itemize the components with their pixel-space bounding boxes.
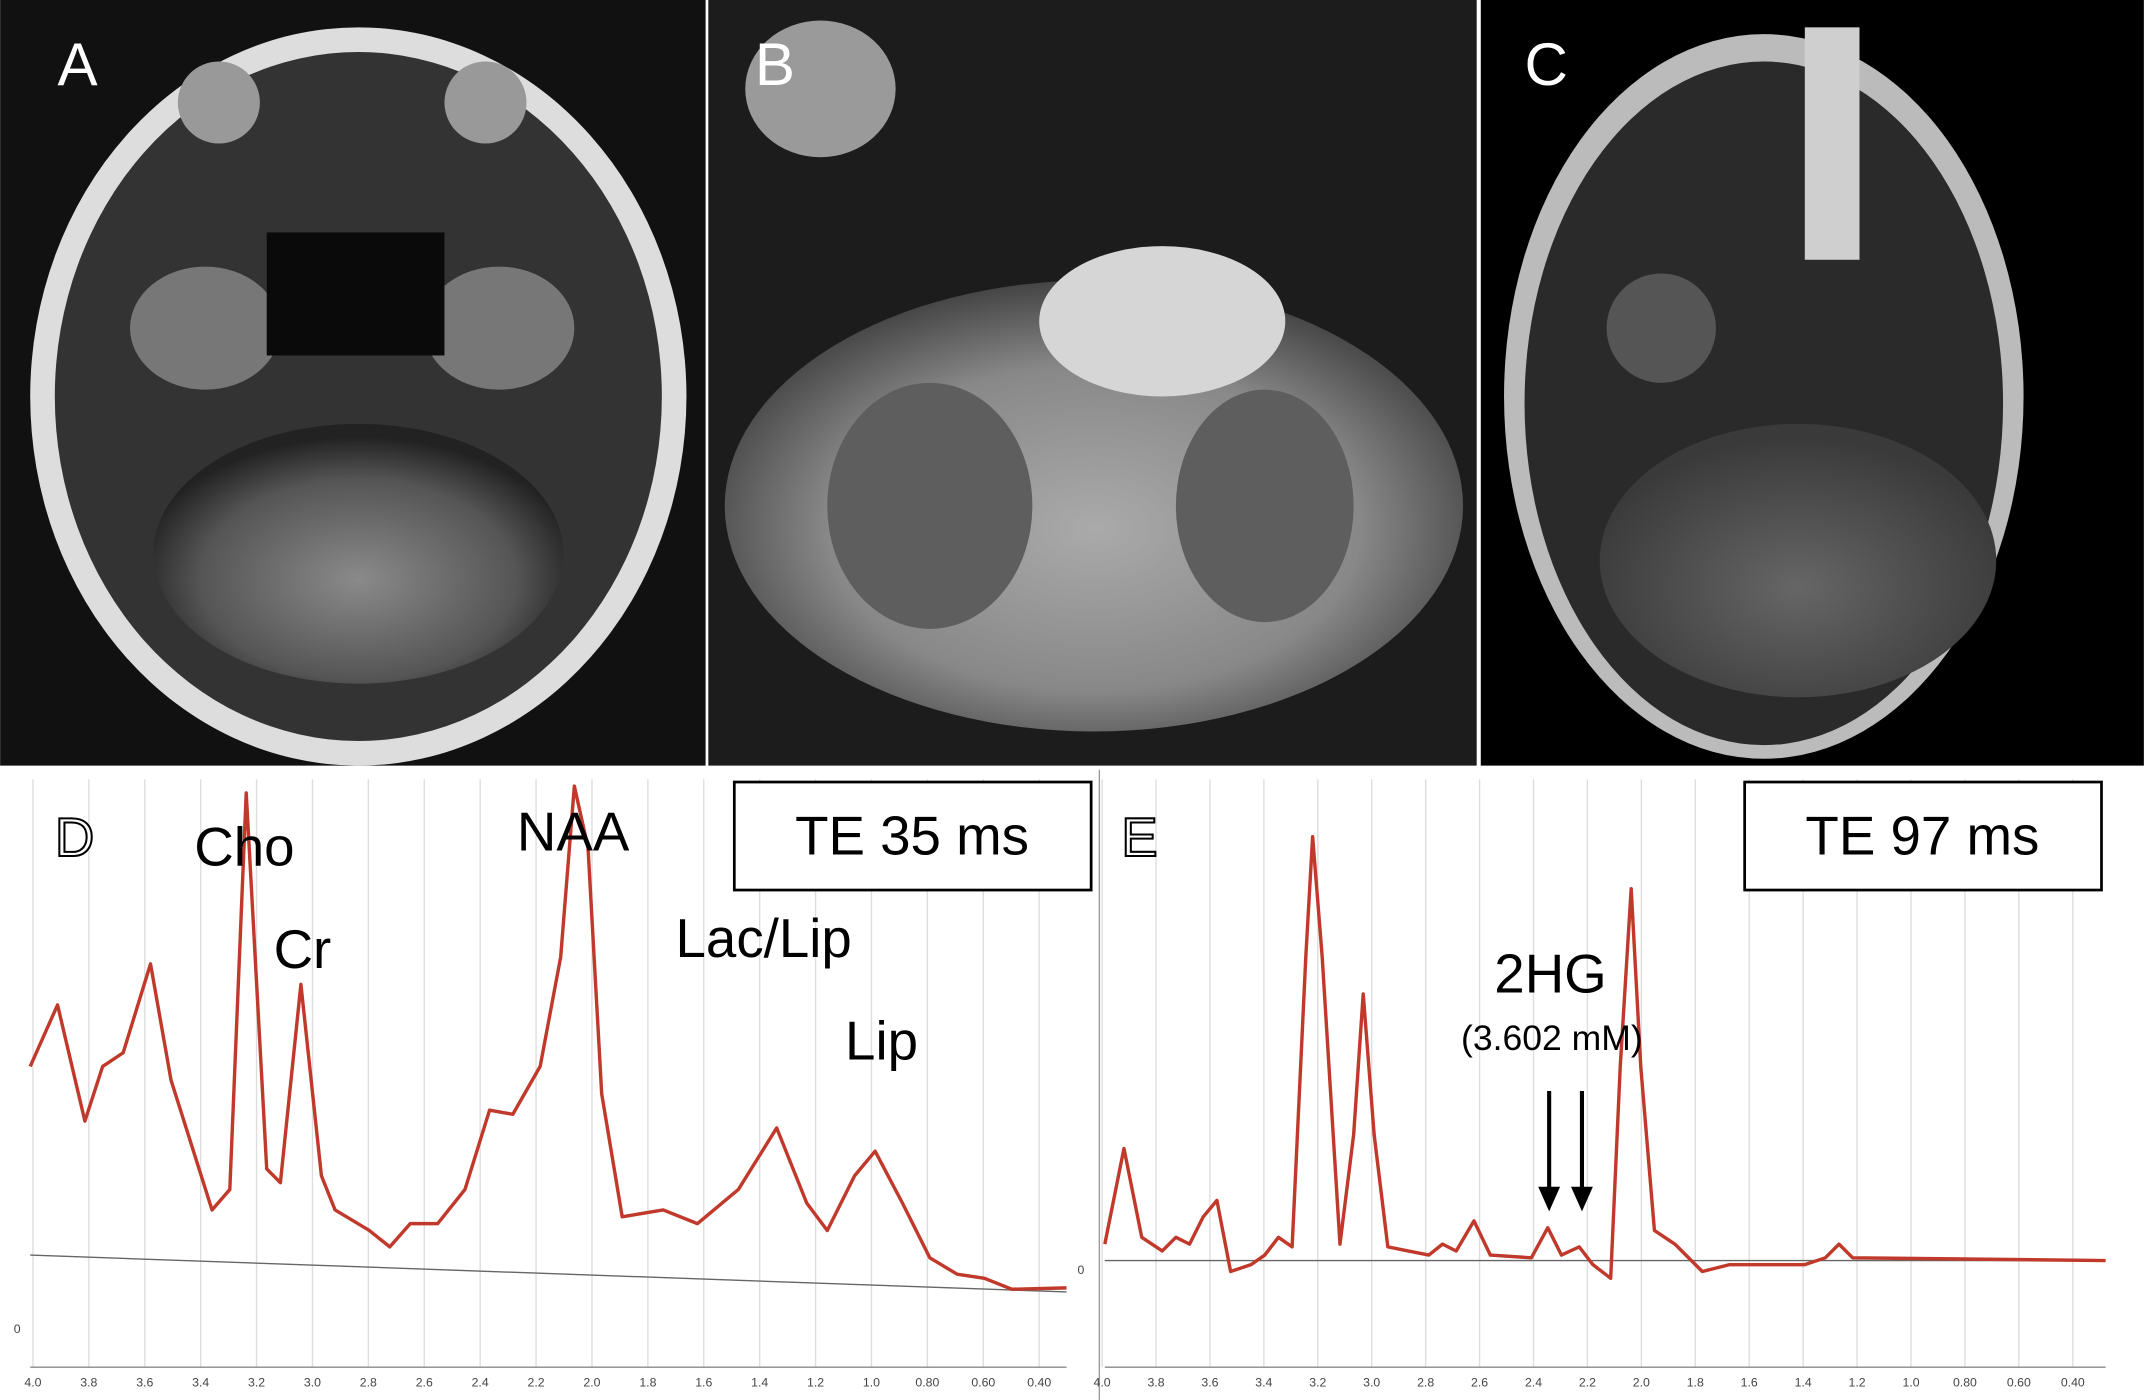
y-tick-label: 0 [14, 1322, 21, 1336]
x-tick-label: 3.0 [1363, 1375, 1380, 1389]
annotation: 2HG [1494, 943, 1606, 1005]
concentration: (3.602 mM) [1461, 1018, 1643, 1058]
x-tick-label: 3.4 [192, 1375, 209, 1389]
te-box [732, 780, 1093, 892]
x-tick-label: 0.40 [2061, 1375, 2085, 1389]
panel-label: B [755, 31, 795, 98]
peak-label: Lac/Lip [676, 907, 852, 969]
x-tick-label: 3.4 [1255, 1375, 1272, 1389]
panel-c: C [1480, 0, 2144, 766]
x-tick-label: 0.40 [1027, 1375, 1051, 1389]
x-tick-label: 2.0 [1633, 1375, 1650, 1389]
x-tick-label: 0.60 [2007, 1375, 2031, 1389]
x-tick-label: 0.80 [915, 1375, 939, 1389]
te-box [1743, 780, 2103, 892]
x-tick-label: 4.0 [1094, 1375, 1111, 1389]
peak-label: NAA [517, 800, 630, 862]
x-tick-label: 1.0 [863, 1375, 880, 1389]
x-tick-label: 0.80 [1953, 1375, 1977, 1389]
panel-label: C [1525, 31, 1568, 98]
x-tick-label: 2.6 [1471, 1375, 1488, 1389]
peak-label: Cho [194, 815, 294, 877]
x-tick-label: 1.2 [807, 1375, 824, 1389]
x-tick-label: 3.8 [80, 1375, 97, 1389]
x-tick-label: 3.2 [1309, 1375, 1326, 1389]
peak-label: Cr [274, 918, 332, 980]
x-tick-label: 3.0 [304, 1375, 321, 1389]
x-tick-label: 2.8 [1417, 1375, 1434, 1389]
panel-label: D [55, 806, 94, 868]
x-tick-label: 3.6 [1201, 1375, 1218, 1389]
x-tick-label: 1.6 [695, 1375, 712, 1389]
x-tick-label: 3.8 [1147, 1375, 1164, 1389]
x-tick-label: 2.0 [583, 1375, 600, 1389]
x-tick-label: 2.6 [416, 1375, 433, 1389]
te-label: TE 97 ms [1805, 804, 2039, 866]
x-tick-label: 3.2 [248, 1375, 265, 1389]
x-tick-label: 1.6 [1741, 1375, 1758, 1389]
peak-label: Lip [845, 1010, 918, 1072]
x-tick-label: 1.8 [1687, 1375, 1704, 1389]
x-tick-label: 2.2 [528, 1375, 545, 1389]
panel-label: E [1121, 806, 1157, 868]
x-tick-label: 2.4 [472, 1375, 489, 1389]
te-label: TE 35 ms [795, 804, 1029, 866]
x-tick-label: 1.0 [1902, 1375, 1919, 1389]
x-tick-label: 1.4 [1795, 1375, 1812, 1389]
spectrum-line [1103, 835, 2106, 1281]
x-tick-label: 4.0 [24, 1375, 41, 1389]
x-tick-label: 1.4 [751, 1375, 768, 1389]
panel-label: A [58, 31, 98, 98]
panel-a: A [0, 0, 706, 766]
x-tick-label: 3.6 [136, 1375, 153, 1389]
x-tick-label: 0.60 [971, 1375, 995, 1389]
x-tick-label: 2.2 [1579, 1375, 1596, 1389]
x-tick-label: 1.2 [1849, 1375, 1866, 1389]
x-tick-label: 2.8 [360, 1375, 377, 1389]
spectrum-d: 4.0 3.8 3.6 3.4 3.2 3.0 2.8 2.6 2.4 2.2 2.0 1.8 1.6 1… [0, 769, 1098, 1400]
x-tick-label: 2.4 [1525, 1375, 1542, 1389]
y-tick-label: 0 [1077, 1263, 1084, 1277]
panel-b: B [708, 0, 1477, 766]
x-tick-label: 1.8 [639, 1375, 656, 1389]
spectrum-line [28, 784, 1067, 1291]
spectrum-e: 4.0 3.8 3.6 3.4 3.2 3.0 2.8 2.6 2.4 2.2 2.0 1.8 1.6 1… [1077, 779, 2106, 1389]
arrows [1547, 1091, 1585, 1193]
